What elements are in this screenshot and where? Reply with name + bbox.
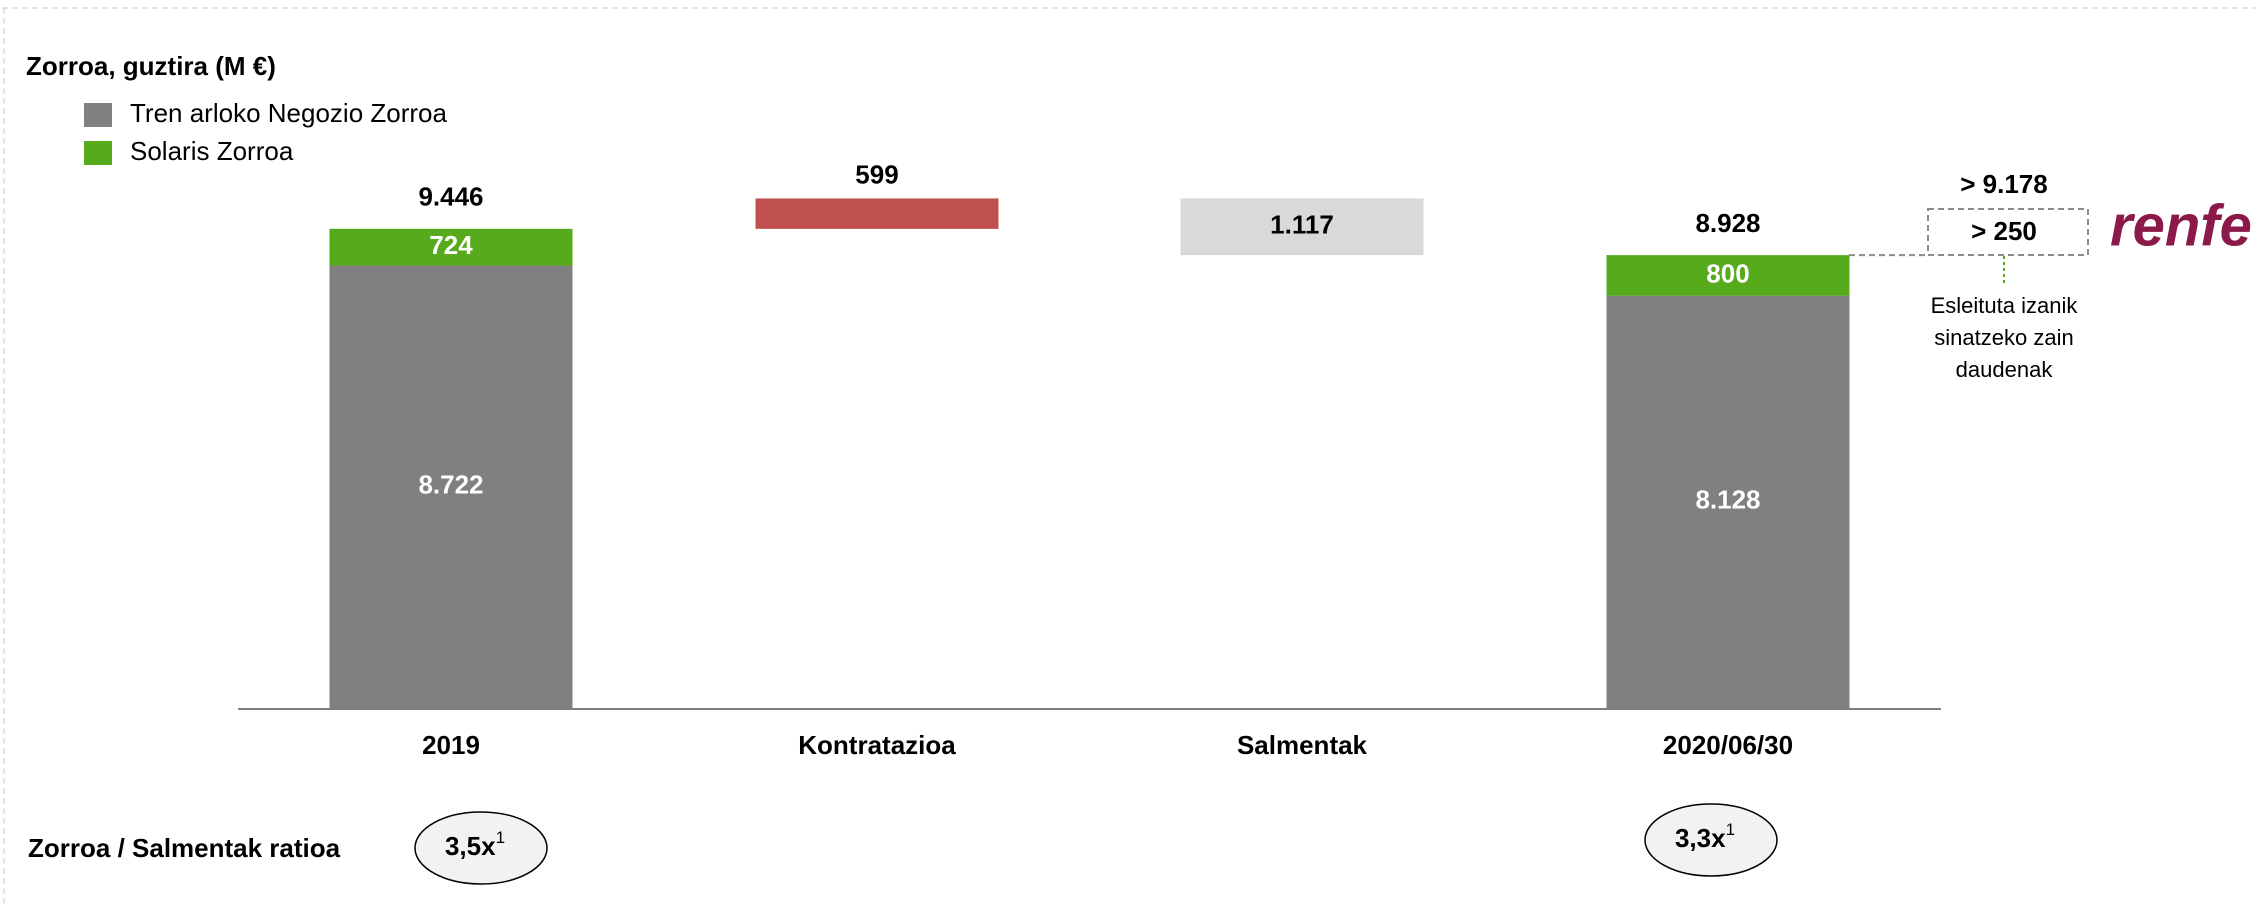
bar-label: 8.722 xyxy=(418,470,483,500)
total-label: 9.446 xyxy=(418,182,483,212)
ratio-text: 3,3x xyxy=(1675,823,1726,853)
chart-title: Zorroa, guztira (M €) xyxy=(26,51,276,81)
change-label: 599 xyxy=(855,159,898,189)
x-tick-label: 2019 xyxy=(422,730,480,760)
bar-label: 800 xyxy=(1706,258,1749,288)
bar-segment xyxy=(1606,295,1850,708)
ratio-bubble xyxy=(414,811,548,885)
pending-note: Esleituta izanik xyxy=(1931,293,2079,318)
legend-swatch xyxy=(84,141,112,165)
pending-box xyxy=(1927,208,2089,256)
pending-total-label: > 9.178 xyxy=(1960,169,2047,199)
pending-note: daudenak xyxy=(1956,357,2054,382)
ratio-text: 3,5x xyxy=(445,831,496,861)
x-tick-label: 2020/06/30 xyxy=(1663,730,1793,760)
ratio-value: 3,5x1 xyxy=(445,828,505,860)
ratio-bubble xyxy=(1644,803,1778,877)
legend-label: Tren arloko Negozio Zorroa xyxy=(130,98,447,128)
legend-label: Solaris Zorroa xyxy=(130,136,294,166)
bar-label: 724 xyxy=(429,230,473,260)
change-label: 1.117 xyxy=(1270,210,1334,240)
legend-swatch xyxy=(84,103,112,127)
ratio-label: Zorroa / Salmentak ratioa xyxy=(28,833,341,863)
bar-segment xyxy=(329,265,573,708)
x-tick-label: Kontratazioa xyxy=(798,730,956,760)
x-tick-label: Salmentak xyxy=(1237,730,1368,760)
change-bar xyxy=(1180,198,1424,256)
logo: renfe xyxy=(2110,193,2252,258)
bar-label: 8.128 xyxy=(1695,485,1760,515)
bar-segment xyxy=(329,228,573,266)
total-label: 8.928 xyxy=(1695,208,1760,238)
ratio-value: 3,3x1 xyxy=(1675,820,1735,852)
change-bar xyxy=(755,198,999,229)
pending-label: > 250 xyxy=(1971,216,2037,246)
ratio-note: 1 xyxy=(1726,820,1735,839)
ratio-note: 1 xyxy=(496,828,505,847)
bar-segment xyxy=(1606,255,1850,296)
pending-note: sinatzeko zain xyxy=(1934,325,2073,350)
